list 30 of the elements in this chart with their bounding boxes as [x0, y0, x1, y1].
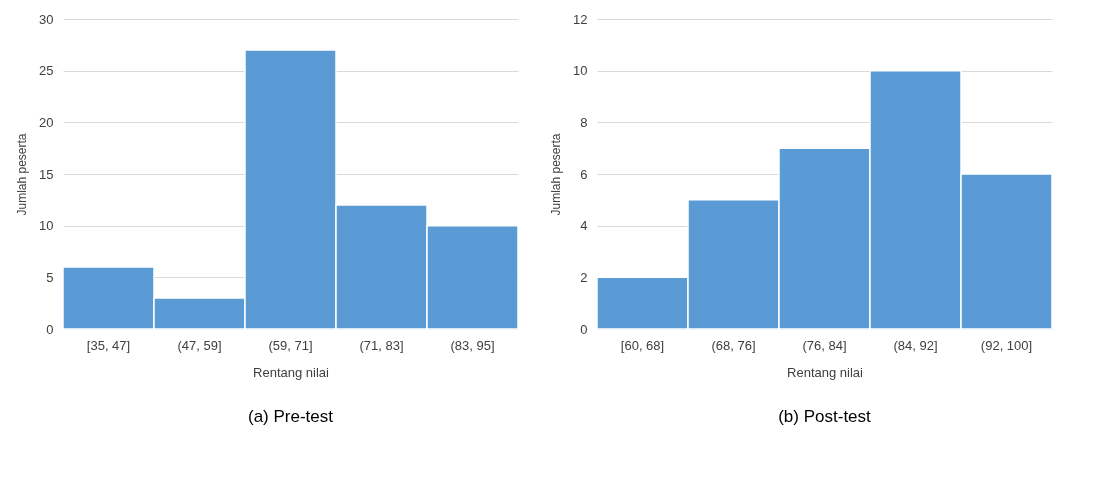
- y-tick-label: 6: [580, 166, 588, 182]
- y-tick-label: 10: [39, 218, 54, 234]
- y-tick-label: 25: [39, 63, 54, 79]
- y-tick-label: 2: [580, 269, 588, 285]
- y-tick-label: 10: [573, 63, 588, 79]
- x-tick-label: [35, 47]: [86, 337, 131, 353]
- x-tick-label: (71, 83]: [359, 337, 404, 353]
- x-tick-label: (68, 76]: [711, 337, 756, 353]
- y-tick-label: 0: [46, 321, 54, 337]
- x-tick-label: [60, 68]: [620, 337, 665, 353]
- x-tick-label: (59, 71]: [268, 337, 313, 353]
- y-tick-label: 0: [580, 321, 588, 337]
- x-axis-title: Rentang nilai: [253, 364, 330, 380]
- text: (b) Post-test: [778, 407, 872, 426]
- x-tick-label: (84, 92]: [893, 337, 938, 353]
- x-tick-label: (92, 100]: [980, 337, 1033, 353]
- y-tick-label: 20: [39, 114, 54, 130]
- y-tick-label: 4: [580, 218, 588, 234]
- y-axis-title: Jumlah peserta: [549, 133, 564, 216]
- x-tick-label: (76, 84]: [802, 337, 847, 353]
- x-tick-label: (83, 95]: [450, 337, 495, 353]
- text: (a) Pre-test: [247, 407, 334, 426]
- y-tick-label: 8: [580, 114, 588, 130]
- y-tick-label: 15: [39, 166, 54, 182]
- y-axis-title: Jumlah peserta: [15, 133, 30, 216]
- y-tick-label: 12: [573, 11, 588, 27]
- y-tick-label: 30: [39, 11, 54, 27]
- y-tick-label: 5: [46, 269, 54, 285]
- x-tick-label: (47, 59]: [177, 337, 222, 353]
- x-axis-title: Rentang nilai: [787, 364, 864, 380]
